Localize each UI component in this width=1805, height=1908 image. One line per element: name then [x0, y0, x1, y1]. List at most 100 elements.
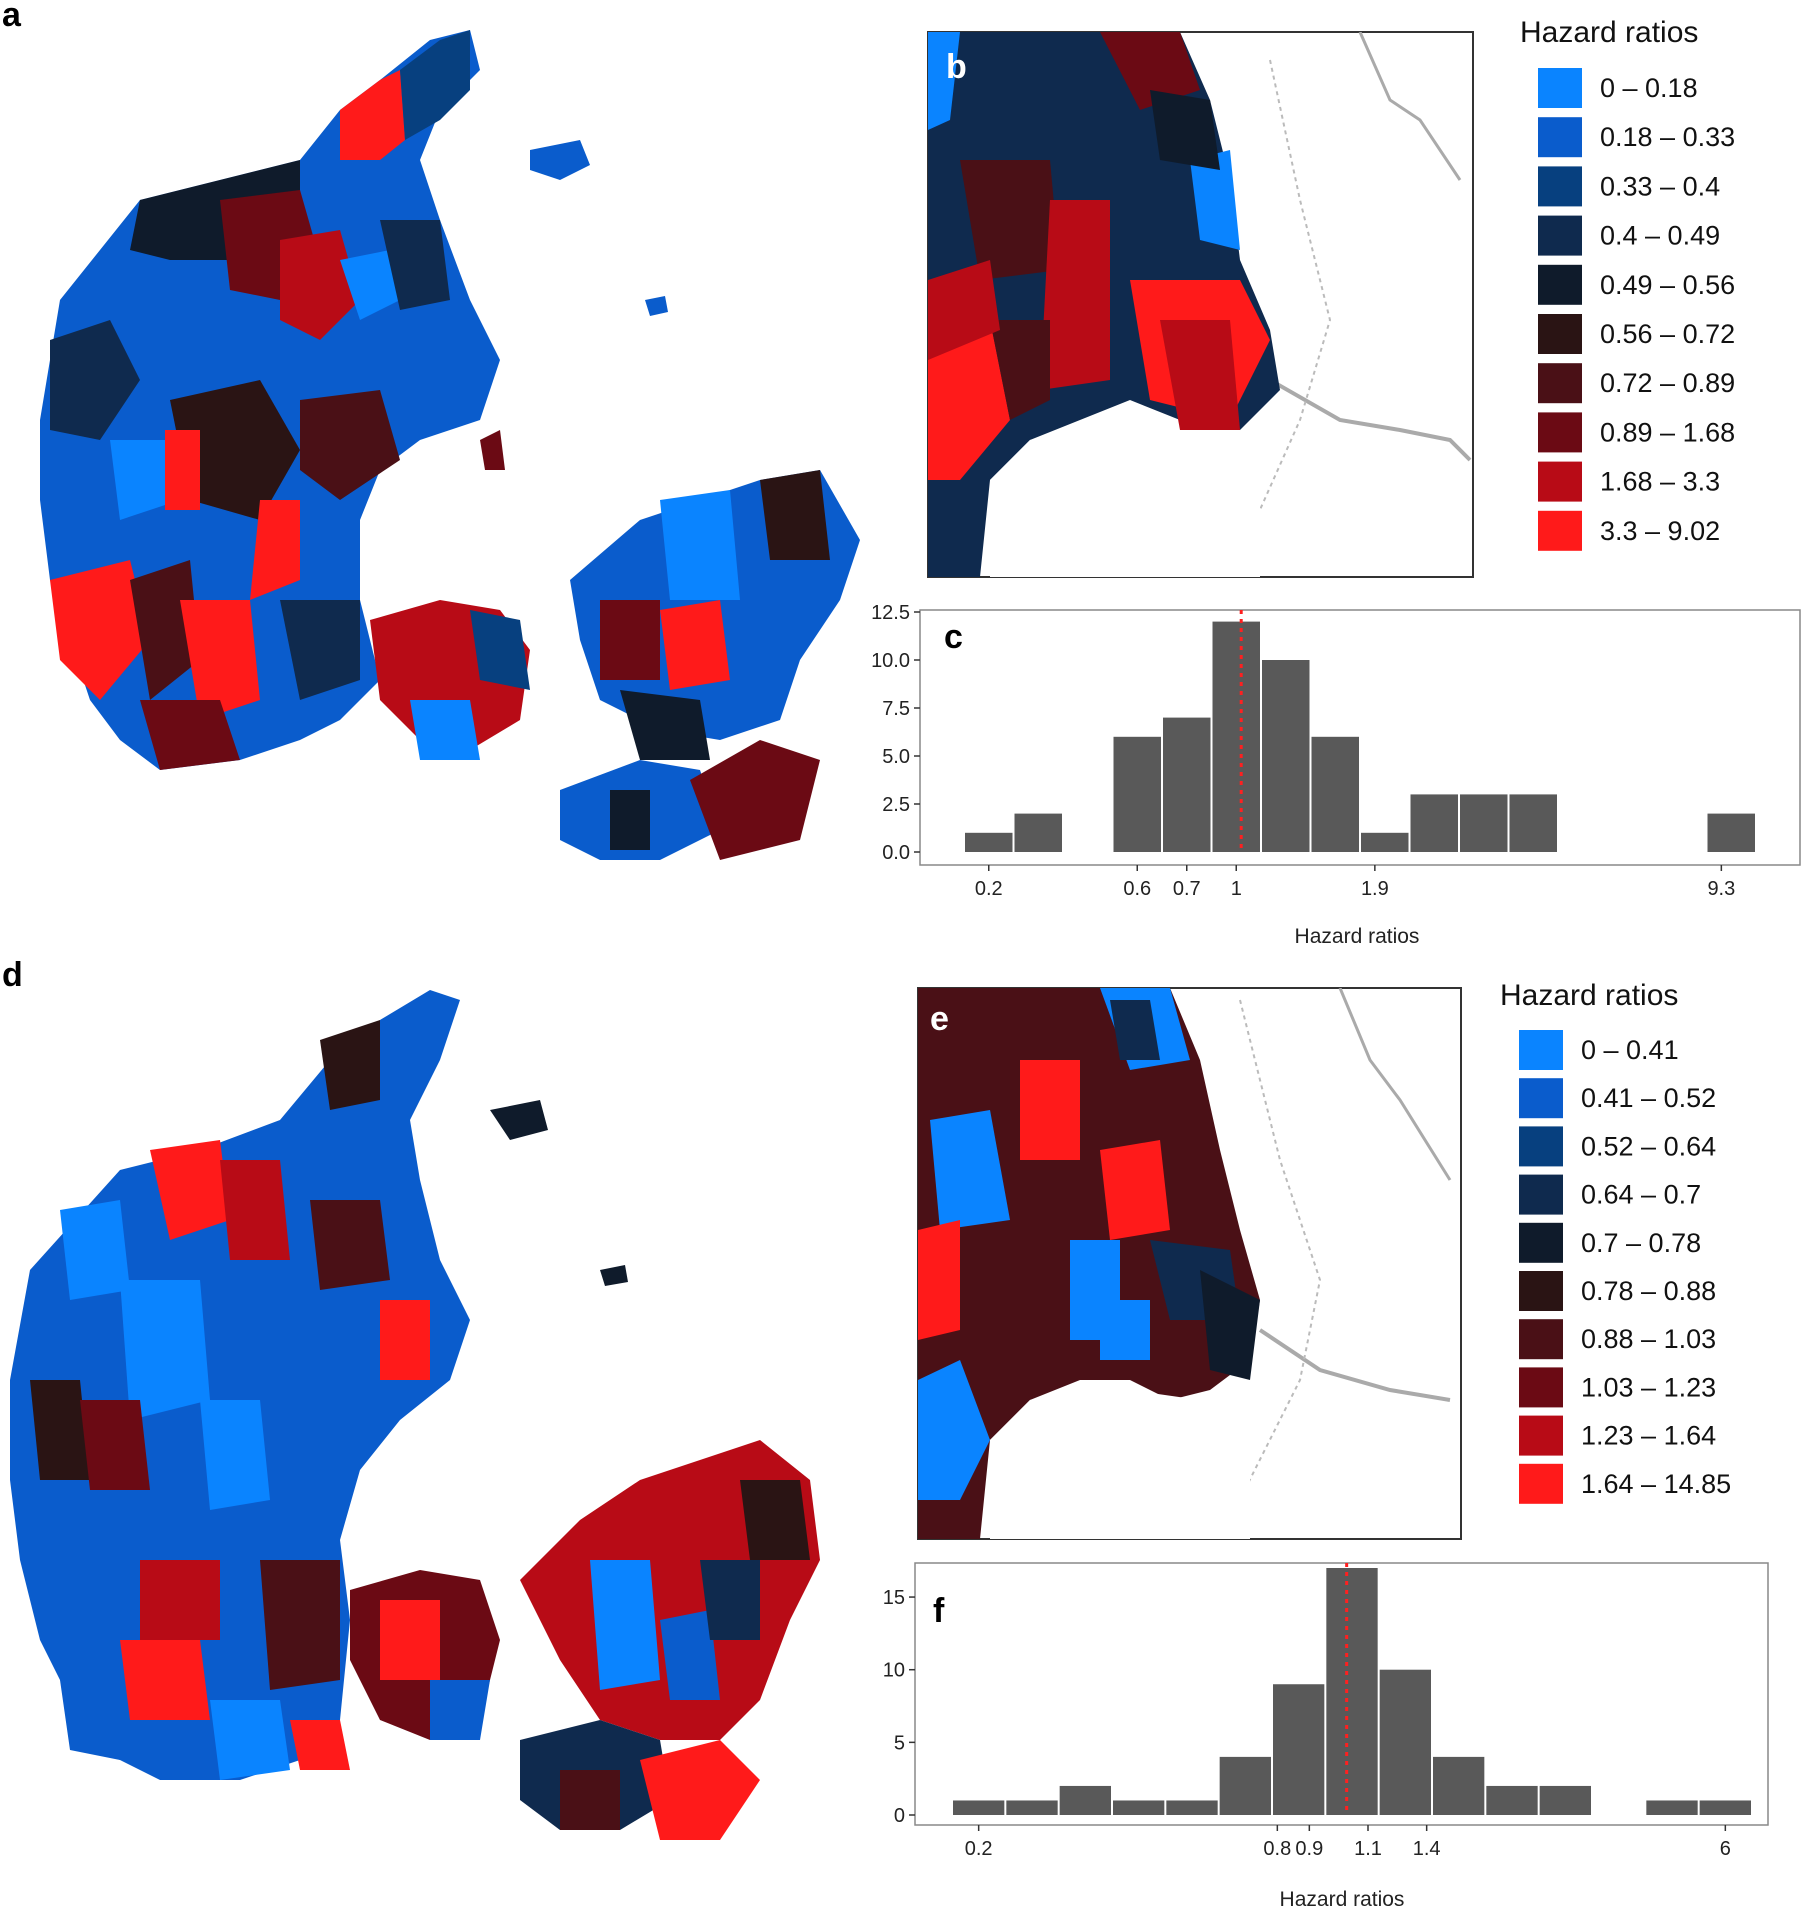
map-d-island-small [600, 1265, 628, 1286]
histogram-f: f 0 5 10 15 0.2 0.8 0.9 1.1 1.4 6 Hazard ratios [883, 1562, 1769, 1908]
legend-bottom-item-label: 0.41 – 0.52 [1581, 1083, 1716, 1113]
map-d-funen-r [380, 1600, 440, 1680]
map-d-zealand-b2 [660, 1610, 720, 1700]
legend-bottom-item-swatch [1519, 1319, 1563, 1360]
map-a-region-m1 [170, 380, 300, 520]
map-a-region-s5 [280, 600, 360, 700]
histogram-bar [953, 1800, 1005, 1815]
map-d-r9 [80, 1400, 150, 1490]
legend-bottom-items: 0 – 0.41 0.41 – 0.52 0.52 – 0.64 0.64 – 0.7… [1519, 1030, 1731, 1504]
map-d-zealand-d2 [700, 1560, 760, 1640]
map-a-island-east [480, 430, 505, 470]
map-d-zealand-b [590, 1560, 660, 1690]
inset-e-border [1219, 999, 1322, 1539]
map-a-region-s2 [130, 560, 200, 700]
map-a-region-s1 [50, 560, 150, 700]
histogram-c-bars [965, 610, 1755, 852]
legend-bottom-item-swatch [1519, 1222, 1563, 1263]
inset-e-road2 [1338, 988, 1452, 1181]
legend-top-title: Hazard ratios [1520, 16, 1698, 49]
map-a-region-s3 [180, 600, 260, 720]
x-tick-label: 1.1 [1354, 1838, 1382, 1860]
legend-top-item-swatch [1538, 215, 1582, 256]
histogram-bar [1410, 794, 1458, 852]
legend-top-item-label: 3.3 – 9.02 [1600, 516, 1720, 546]
inset-b-r9 [990, 320, 1050, 420]
inset-e-sea [990, 1390, 1250, 1539]
histogram-bar [1646, 1800, 1698, 1815]
histogram-bar [1166, 1800, 1218, 1815]
panel-letter-a: a [2, 0, 22, 34]
x-tick-label: 6 [1720, 1838, 1731, 1860]
legend-bottom-item-label: 1.23 – 1.64 [1581, 1421, 1716, 1451]
panel-letter-d: d [2, 956, 23, 994]
inset-b-sea [990, 420, 1260, 577]
x-tick-label: 0.2 [975, 878, 1003, 900]
histogram-bar [1379, 1669, 1431, 1815]
legend-top-item-swatch [1538, 166, 1582, 207]
histogram-c-frame [919, 609, 1801, 866]
legend-bottom-item-swatch [1519, 1174, 1563, 1215]
map-a-region-w1 [50, 320, 140, 440]
map-d-r8 [30, 1380, 90, 1480]
y-tick-label: 7.5 [882, 698, 910, 720]
histogram-f-bars [953, 1563, 1751, 1815]
map-d-r11 [140, 1560, 220, 1640]
legend-top-item-label: 0.56 – 0.72 [1600, 319, 1735, 349]
map-d-jutland [10, 990, 470, 1780]
map-d-zealand-d [740, 1480, 810, 1560]
legend-top-item-swatch [1538, 461, 1582, 502]
inset-e-r7 [1200, 1270, 1260, 1380]
inset-b-r3 [1190, 150, 1240, 250]
legend-top-item-swatch [1538, 363, 1582, 404]
legend-bottom-item-swatch [1519, 1271, 1563, 1311]
map-a-lolland-b [610, 790, 650, 850]
legend-bottom-item-swatch [1519, 1367, 1563, 1408]
inset-e-r4 [1100, 1140, 1170, 1240]
legend-top-item-label: 0 – 0.18 [1600, 73, 1698, 103]
legend-top-item-swatch [1538, 68, 1582, 108]
inset-b-r4 [960, 160, 1060, 280]
map-a-region-north2 [400, 30, 470, 140]
map-a-zealand-r3 [660, 490, 740, 600]
x-tick-label: 0.8 [1263, 1838, 1291, 1860]
histogram-bar [1006, 1800, 1058, 1815]
x-tick-label: 1.9 [1361, 878, 1389, 900]
inset-map-b: b [927, 31, 1474, 578]
legend-bottom-item-label: 0 – 0.41 [1581, 1035, 1679, 1065]
map-d-r10 [200, 1400, 270, 1510]
panel-letter-f: f [933, 1592, 945, 1630]
inset-map-e: e [917, 987, 1462, 1540]
legend-bottom-item-label: 0.78 – 0.88 [1581, 1276, 1716, 1306]
inset-b-road2 [1358, 32, 1462, 181]
y-tick-label: 5 [894, 1732, 905, 1754]
map-d-r2 [150, 1140, 230, 1240]
y-tick-label: 0.0 [882, 842, 910, 864]
map-a-region-c4 [380, 220, 450, 310]
x-tick-label: 0.9 [1295, 1838, 1323, 1860]
y-tick-label: 0 [894, 1805, 905, 1827]
map-a-region-c2 [280, 230, 360, 340]
inset-e-r8 [918, 1220, 960, 1340]
map-d-r7 [120, 1280, 210, 1420]
inset-b-border [1229, 59, 1332, 577]
x-tick-label: 0.6 [1123, 878, 1151, 900]
legend-bottom-item-swatch [1519, 1078, 1563, 1119]
y-tick-label: 5.0 [882, 746, 910, 768]
x-tick-label: 9.3 [1707, 878, 1735, 900]
map-d-r16 [290, 1720, 350, 1770]
legend-top-item-label: 0.33 – 0.4 [1600, 171, 1720, 201]
histogram-bar [1707, 813, 1755, 852]
legend-bottom-item-label: 0.7 – 0.78 [1581, 1228, 1701, 1258]
legend-bottom-title: Hazard ratios [1500, 979, 1678, 1012]
histogram-bar [1460, 794, 1508, 852]
histogram-bar [1113, 1800, 1165, 1815]
legend-bottom-item-label: 1.64 – 14.85 [1581, 1469, 1731, 1499]
inset-b-r11 [1150, 90, 1220, 170]
histogram-bar [1212, 621, 1260, 852]
legend-bottom-item-label: 0.64 – 0.7 [1581, 1180, 1701, 1210]
inset-b-road [1269, 378, 1472, 462]
map-a-zealand-r2 [600, 600, 660, 680]
map-a-region-m2 [165, 430, 200, 510]
